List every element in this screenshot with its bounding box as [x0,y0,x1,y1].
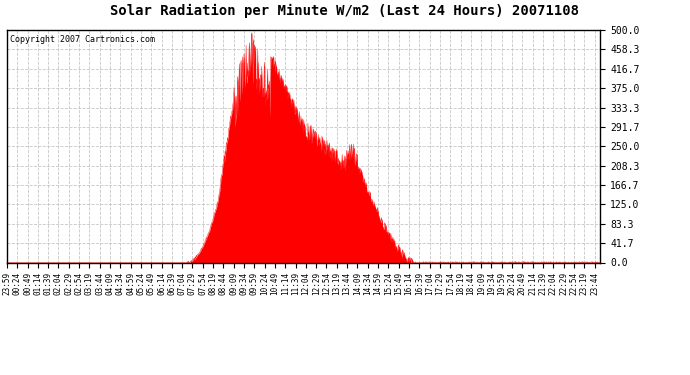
Text: Copyright 2007 Cartronics.com: Copyright 2007 Cartronics.com [10,34,155,44]
Text: Solar Radiation per Minute W/m2 (Last 24 Hours) 20071108: Solar Radiation per Minute W/m2 (Last 24… [110,4,580,18]
